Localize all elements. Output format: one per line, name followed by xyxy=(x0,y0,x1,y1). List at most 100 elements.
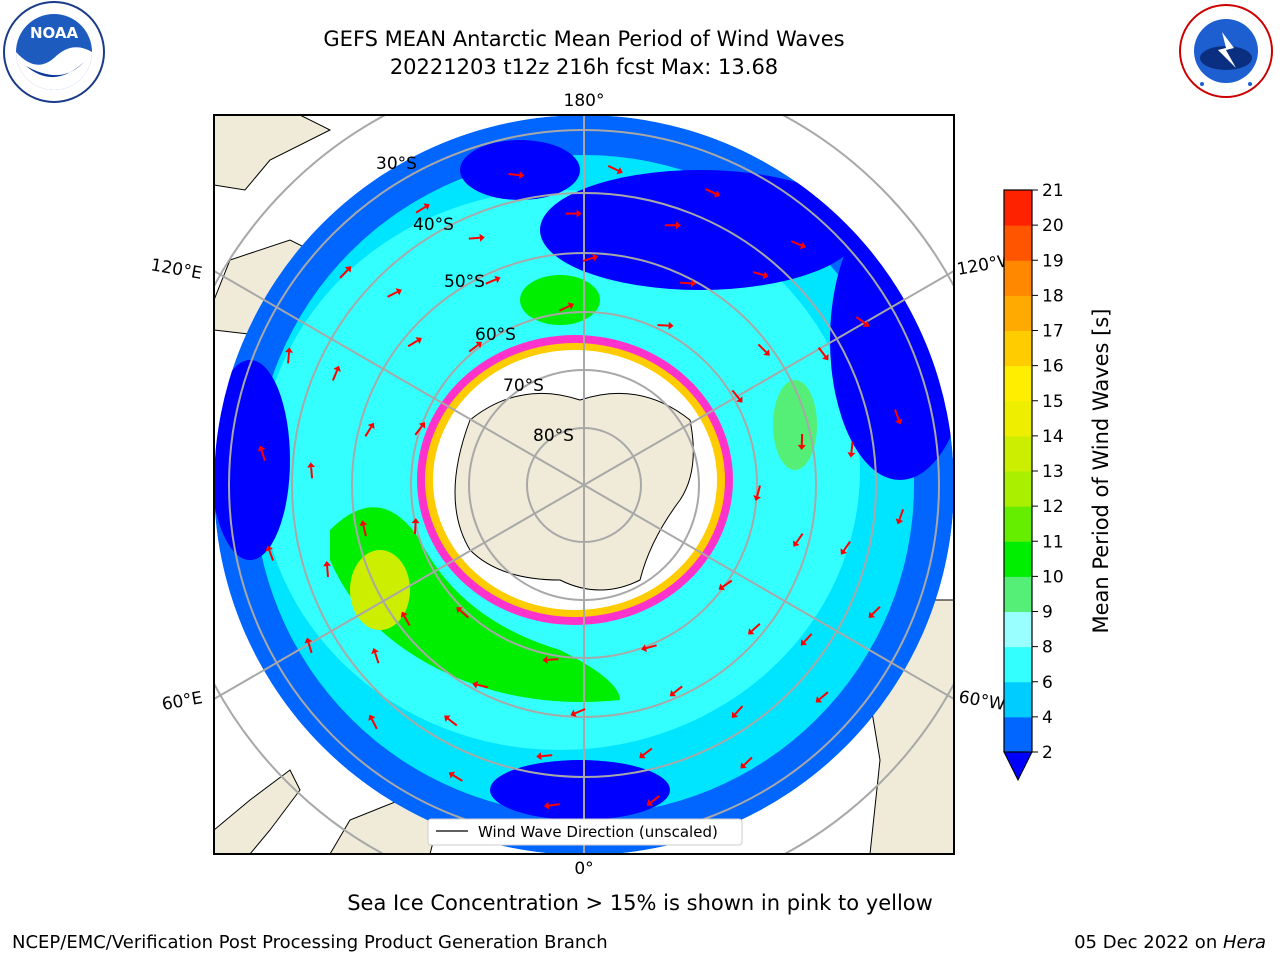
wind-arrow xyxy=(752,271,765,277)
wind-arrowhead xyxy=(894,418,903,425)
wind-arrowhead xyxy=(444,715,451,722)
colorbar-band xyxy=(1004,260,1032,296)
map-frame xyxy=(213,114,955,855)
colorbar-band xyxy=(1004,295,1032,331)
wind-arrow xyxy=(260,449,266,462)
wind-arrow xyxy=(795,533,804,544)
wind-arrowhead xyxy=(257,445,266,452)
colorbar-tick-label: 20 xyxy=(1042,216,1064,236)
wind-arrowhead xyxy=(367,422,375,430)
wind-arrow xyxy=(476,683,489,689)
colorbar-label: Mean Period of Wind Waves [s] xyxy=(1089,309,1113,634)
wind-arrowhead xyxy=(304,637,313,644)
wind-arrowhead xyxy=(815,696,823,703)
wind-arrowhead xyxy=(415,337,422,345)
wind-arrow xyxy=(582,256,594,262)
wind-arrowhead xyxy=(800,639,808,646)
wind-arrowhead xyxy=(675,221,681,230)
wind-arrow xyxy=(559,305,570,312)
wind-arrowhead xyxy=(285,347,294,353)
wind-arrow xyxy=(751,623,761,632)
wind-arrow xyxy=(734,705,744,715)
colorbar-band xyxy=(1004,611,1032,648)
chart-title: GEFS MEAN Antarctic Mean Period of Wind … xyxy=(323,27,845,51)
colorbar-tick-label: 10 xyxy=(1042,567,1064,587)
wind-arrowhead xyxy=(840,548,848,555)
wind-arrowhead xyxy=(690,279,697,288)
wind-arrow xyxy=(722,579,733,588)
colorbar-band xyxy=(1004,576,1032,612)
wind-arrowhead xyxy=(639,751,646,759)
wind-arrowhead xyxy=(576,209,582,218)
wind-arrowhead xyxy=(822,354,829,361)
wind-arrow xyxy=(645,644,657,650)
wind-arrow xyxy=(326,565,330,578)
lon-label-120e: 120°E xyxy=(149,255,203,284)
wind-arrowhead xyxy=(307,462,316,468)
wind-arrow xyxy=(817,346,827,358)
wind-arrowhead xyxy=(423,203,430,211)
colorbar-tick-label: 8 xyxy=(1042,638,1053,658)
chart-subtitle: 20221203 t12z 216h fcst Max: 13.68 xyxy=(389,55,779,79)
footer-branch: NCEP/EMC/Verification Post Processing Pr… xyxy=(12,932,608,953)
wind-arrow xyxy=(818,691,829,701)
wind-arrow xyxy=(331,369,339,381)
wind-arrow xyxy=(307,642,313,654)
colorbar-tick-label: 14 xyxy=(1042,427,1064,447)
wind-arrowhead xyxy=(748,628,755,635)
colorbar-tick-label: 16 xyxy=(1042,357,1064,377)
wind-arrowhead xyxy=(718,583,725,591)
wind-arrowhead xyxy=(456,607,463,614)
wind-arrowhead xyxy=(448,771,456,779)
colorbar-band xyxy=(1004,365,1032,402)
colorbar-band xyxy=(1004,435,1032,472)
colorbar-tick-label: 6 xyxy=(1042,673,1053,693)
wind-arrow xyxy=(705,188,717,195)
wind-arrow xyxy=(548,803,560,807)
wind-arrow xyxy=(414,425,423,436)
colorbar-bands xyxy=(1004,190,1032,753)
lon-label-180: 180° xyxy=(564,91,605,111)
wind-arrowhead xyxy=(359,520,368,527)
colorbar-ticks: 2 4 6 8 9 10 11 12 13 14 15 16 17 18 19 20 21 xyxy=(1032,181,1064,763)
wind-arrow xyxy=(447,717,458,727)
wind-arrowhead xyxy=(736,396,743,403)
wind-arrow xyxy=(731,389,741,400)
wind-arrowhead xyxy=(400,611,408,618)
wind-arrow xyxy=(657,324,669,327)
wind-arrow xyxy=(547,658,559,661)
colorbar-band xyxy=(1004,471,1032,507)
footer-date-text: 05 Dec 2022 on xyxy=(1074,932,1223,953)
colorbar-under-arrow xyxy=(1003,751,1033,782)
wind-arrowhead xyxy=(543,801,550,810)
colorbar-tick-label: 21 xyxy=(1042,181,1064,201)
colorbar-band xyxy=(1004,681,1032,718)
wind-arrowhead xyxy=(333,365,341,372)
colorbar-band xyxy=(1004,716,1032,753)
wind-arrowhead xyxy=(762,271,769,280)
colorbar-tick-label: 4 xyxy=(1042,708,1053,728)
wind-arrowhead xyxy=(847,452,856,458)
wind-arrowhead xyxy=(668,321,674,330)
wind-arrow xyxy=(803,633,813,643)
wind-arrow xyxy=(894,409,900,421)
wind-arrowhead xyxy=(731,711,739,718)
wind-arrowhead xyxy=(753,495,761,502)
wind-arrowhead xyxy=(740,762,747,769)
map-legend: Wind Wave Direction (unscaled) xyxy=(427,818,743,846)
wind-arrows xyxy=(257,165,905,810)
wind-arrow xyxy=(407,339,419,348)
wind-arrow xyxy=(485,278,497,285)
wind-arrow xyxy=(508,173,520,177)
wind-arrow xyxy=(387,290,398,298)
sea-ice-note: Sea Ice Concentration > 15% is shown in … xyxy=(347,891,933,915)
wind-arrowhead xyxy=(494,275,501,284)
wind-arrow xyxy=(574,708,586,715)
wind-arrow xyxy=(898,508,905,520)
wind-arrow xyxy=(790,240,802,247)
colorbar-band xyxy=(1004,506,1032,542)
graticule xyxy=(214,115,954,854)
lat-label-70s: 70°S xyxy=(503,376,544,396)
wind-arrowhead xyxy=(799,241,806,250)
